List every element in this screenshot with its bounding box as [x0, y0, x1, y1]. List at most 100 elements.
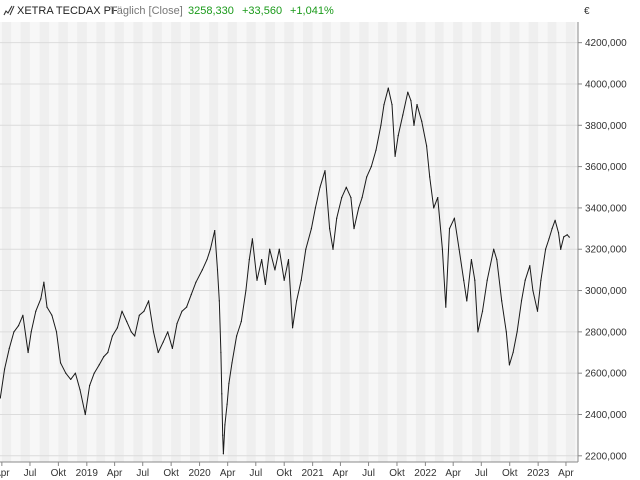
month-band: [396, 22, 407, 462]
data-point: [532, 289, 534, 292]
data-point: [540, 279, 542, 281]
month-band: [415, 22, 426, 462]
data-point: [394, 155, 396, 157]
data-point: [70, 378, 72, 380]
data-point: [387, 87, 389, 89]
data-point: [46, 306, 48, 308]
data-point: [441, 248, 443, 250]
data-point: [222, 453, 224, 455]
data-point: [361, 196, 363, 199]
data-point: [421, 120, 423, 122]
data-point: [167, 331, 169, 333]
data-point: [429, 176, 431, 178]
month-band: [114, 22, 124, 462]
data-point: [240, 320, 242, 323]
month-band: [58, 22, 68, 462]
data-point: [17, 325, 20, 327]
data-point: [375, 149, 377, 151]
data-point: [231, 362, 233, 364]
month-band: [265, 22, 275, 462]
data-point: [283, 279, 285, 281]
data-point: [300, 279, 302, 281]
data-point: [8, 347, 10, 349]
data-point: [195, 281, 197, 283]
y-tick-label: 4000,000: [585, 79, 627, 90]
y-tick-label: 3800,000: [585, 121, 627, 132]
data-point: [22, 314, 24, 316]
month-band: [227, 22, 237, 462]
x-tick-label: Jul: [24, 468, 37, 479]
month-band: [378, 22, 388, 462]
data-point: [245, 289, 247, 292]
x-tick-label: Apr: [333, 468, 349, 479]
data-point: [147, 300, 150, 302]
data-point: [486, 279, 488, 281]
instrument-name: XETRA TECDAX PF: [17, 5, 118, 17]
x-tick-label: Okt: [163, 468, 179, 479]
month-band: [152, 22, 162, 462]
y-tick-label: 4200,000: [585, 38, 627, 49]
data-point: [370, 166, 372, 168]
chart-header: XETRA TECDAX PF Täglich [Close] 3258,330…: [3, 5, 334, 17]
x-tick-label: Apr: [558, 468, 574, 479]
x-tick-label: Apr: [220, 468, 236, 479]
data-point: [310, 227, 312, 230]
data-point: [557, 232, 560, 234]
month-band: [1, 22, 12, 462]
data-point: [287, 258, 290, 261]
data-point: [445, 306, 447, 308]
data-point: [295, 300, 298, 302]
last-price: 3258,330: [188, 5, 234, 17]
data-point: [88, 384, 91, 387]
data-point: [209, 248, 211, 250]
data-point: [226, 403, 228, 405]
data-point: [416, 104, 418, 106]
x-tick-label: Okt: [389, 468, 405, 479]
data-point: [345, 186, 347, 188]
data-point: [291, 327, 294, 329]
data-point: [236, 335, 238, 337]
data-point: [568, 236, 570, 238]
data-point: [43, 281, 45, 283]
data-point: [391, 104, 393, 106]
price-change-percent: +1,041%: [290, 5, 334, 17]
data-point: [152, 331, 155, 333]
data-point: [453, 217, 456, 219]
data-point: [214, 230, 216, 232]
data-point: [0, 397, 1, 399]
data-point: [512, 351, 514, 354]
data-point: [190, 294, 192, 296]
data-point: [413, 124, 415, 126]
currency-label: €: [584, 6, 590, 17]
data-point: [353, 227, 355, 230]
x-tick-label: Apr: [445, 468, 461, 479]
month-band: [209, 22, 219, 462]
data-point: [463, 279, 465, 281]
month-band: [434, 22, 444, 462]
data-point: [59, 362, 62, 364]
data-point: [324, 170, 326, 172]
y-tick-label: 2400,000: [585, 410, 627, 421]
price-series: [0, 87, 570, 455]
data-point: [544, 248, 547, 250]
data-point: [111, 335, 114, 337]
data-point: [383, 104, 385, 106]
data-point: [269, 248, 271, 250]
month-band: [359, 22, 369, 462]
data-point: [138, 314, 140, 316]
x-tick-label: 2020: [188, 468, 211, 479]
data-point: [305, 248, 307, 250]
data-point: [496, 258, 498, 261]
month-band: [547, 22, 557, 462]
data-point: [35, 310, 37, 312]
data-point: [157, 351, 159, 354]
data-point: [563, 236, 565, 238]
data-point: [520, 300, 523, 302]
data-point: [448, 227, 451, 230]
data-point: [524, 279, 526, 281]
data-point: [218, 300, 220, 302]
data-point: [222, 434, 224, 436]
data-point: [481, 310, 484, 312]
data-point: [93, 372, 95, 374]
